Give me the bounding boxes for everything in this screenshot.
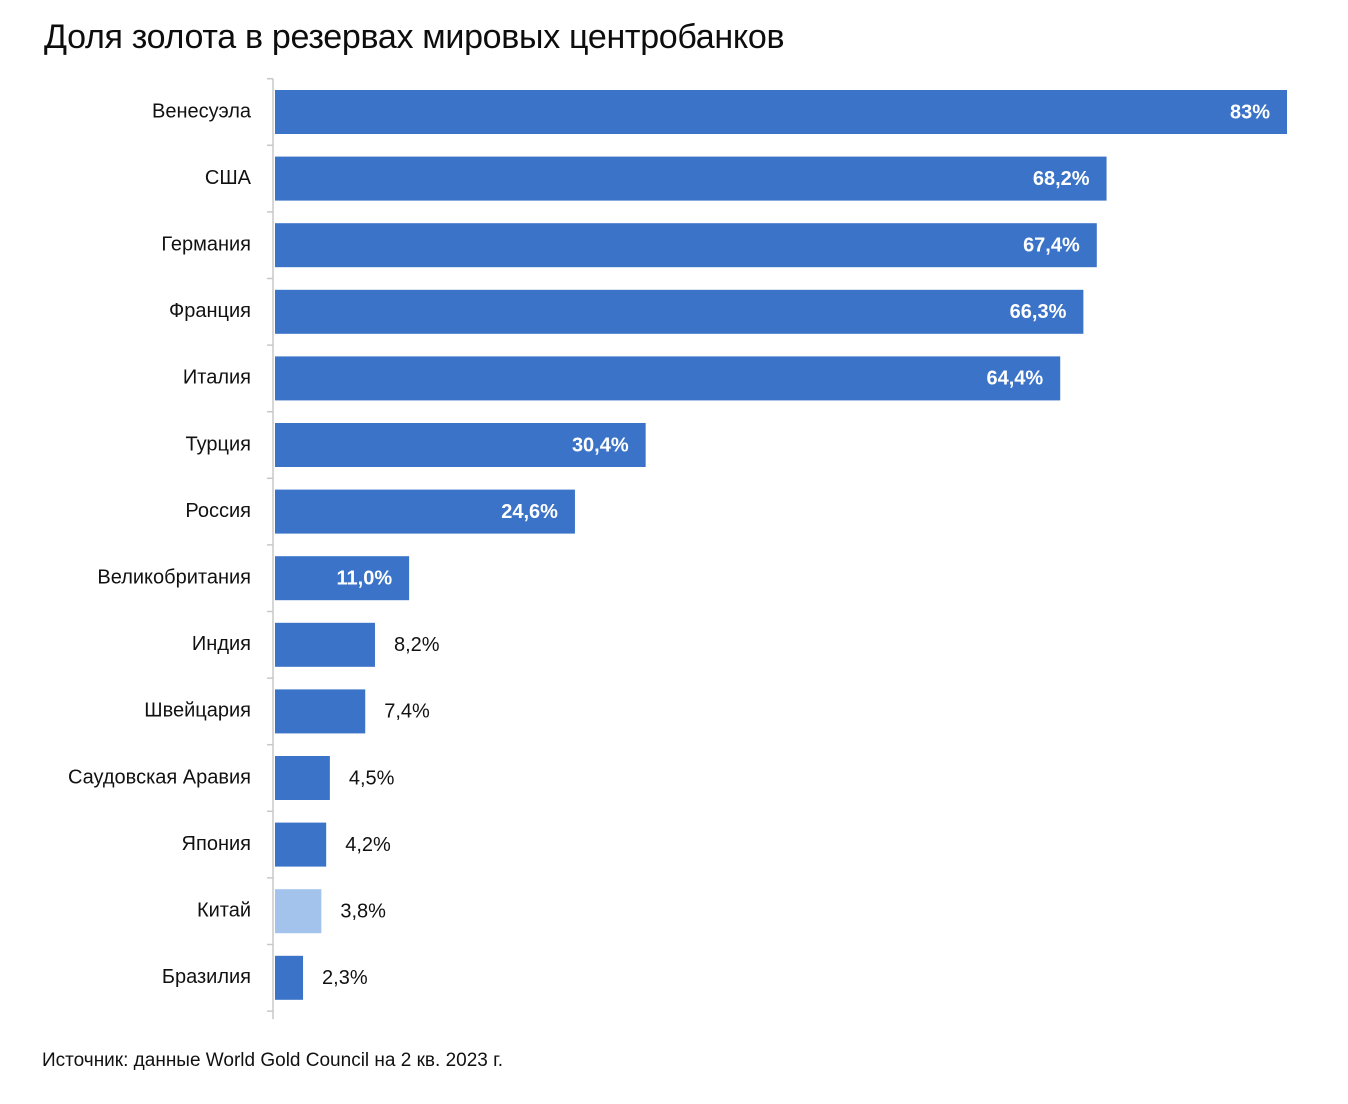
bar-4 [275, 289, 1084, 334]
category-label: Китай [197, 899, 251, 921]
value-label: 30,4% [572, 434, 629, 456]
category-label: Япония [182, 833, 251, 855]
bar-11 [275, 756, 330, 800]
category-label: Франция [169, 300, 251, 322]
value-label: 3,8% [340, 900, 386, 922]
value-label: 4,2% [345, 834, 391, 856]
value-label: 7,4% [384, 701, 430, 723]
bar-14 [275, 955, 304, 1000]
bar-6 [275, 423, 646, 467]
bar-8 [275, 556, 410, 601]
category-label: Великобритания [97, 566, 251, 588]
value-label: 11,0% [337, 567, 393, 589]
bar-13 [275, 889, 322, 934]
bar-9 [275, 622, 375, 667]
category-label: Швейцария [144, 700, 251, 722]
category-label: Италия [183, 367, 251, 389]
category-label: Индия [192, 633, 251, 655]
category-label: Саудовская Аравия [68, 766, 251, 788]
value-label: 67,4% [1023, 234, 1080, 256]
bar-10 [275, 689, 366, 734]
bar-7 [275, 489, 575, 534]
value-label: 66,3% [1010, 301, 1067, 323]
category-label: США [205, 167, 252, 189]
category-label: Россия [185, 500, 251, 522]
value-label: 24,6% [501, 501, 558, 523]
value-label: 64,4% [986, 368, 1043, 390]
chart-title: Доля золота в резервах мировых центробан… [44, 18, 785, 56]
source-note: Источник: данные World Gold Council на 2… [42, 1050, 504, 1071]
category-label: Германия [161, 233, 251, 255]
value-label: 2,3% [322, 967, 368, 989]
bar-2 [275, 156, 1107, 201]
bar-1 [275, 90, 1287, 134]
value-label: 4,5% [349, 767, 395, 789]
bar-3 [275, 223, 1097, 268]
category-label: Венесуэла [152, 100, 252, 122]
value-label: 68,2% [1033, 168, 1090, 190]
bar-12 [275, 822, 327, 867]
bar-5 [275, 356, 1061, 401]
value-label: 83% [1230, 101, 1270, 123]
category-label: Турция [186, 433, 251, 455]
value-label: 8,2% [394, 634, 440, 656]
category-label: Бразилия [162, 966, 251, 988]
